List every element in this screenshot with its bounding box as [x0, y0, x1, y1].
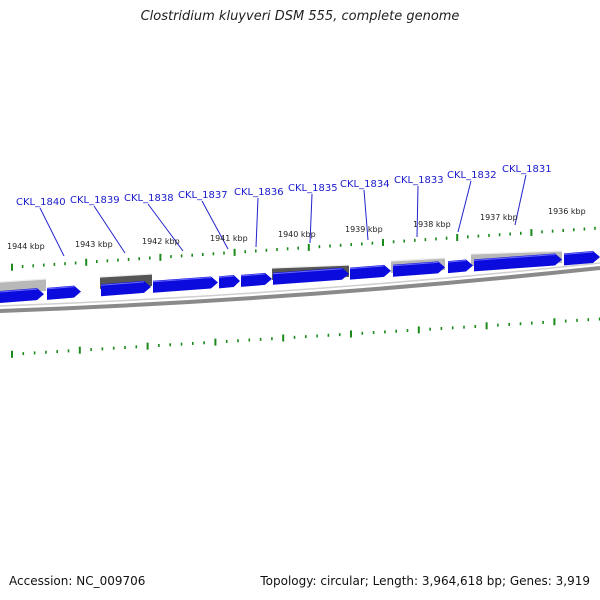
- cds-arrow-highlight: [272, 268, 343, 275]
- gene-label: CKL_1833: [394, 175, 444, 186]
- cds-arrow-highlight: [349, 265, 385, 270]
- leader-line: [201, 200, 229, 250]
- cds-arrow-highlight: [392, 261, 439, 267]
- cds-arrow: [219, 275, 240, 289]
- inner-tick-track: [11, 317, 600, 358]
- leader-line: [416, 185, 419, 238]
- kbp-label: 1943 kbp: [75, 240, 113, 249]
- gene-label: CKL_1838: [124, 193, 174, 204]
- gray-feature-highlight: [271, 264, 350, 269]
- cds-arrow-highlight: [100, 281, 145, 286]
- cds-arrow-highlight: [240, 273, 266, 277]
- map-title: Clostridium kluyveri DSM 555, complete g…: [140, 9, 460, 24]
- kbp-label: 1936 kbp: [548, 207, 586, 216]
- gene-label-group: CKL_1840 CKL_1839 CKL_1838 CKL_1837 CKL_1836…: [16, 164, 552, 208]
- kbp-label: 1941 kbp: [210, 234, 248, 243]
- leader-line: [457, 180, 472, 233]
- cds-arrow-highlight: [563, 251, 594, 255]
- kbp-label: 1937 kbp: [480, 213, 518, 222]
- cds-arrow: [241, 272, 272, 287]
- leader-line: [147, 203, 184, 252]
- gene-label: CKL_1836: [234, 187, 284, 198]
- leader-line: [363, 189, 369, 241]
- cds-arrow: [47, 285, 81, 300]
- outer-tick-track: [11, 226, 596, 271]
- cds-arrow-highlight: [152, 276, 212, 283]
- cds-arrow: [474, 253, 562, 272]
- leader-line: [309, 193, 313, 244]
- gene-label: CKL_1834: [340, 179, 390, 190]
- gray-feature-highlight: [390, 257, 446, 262]
- kbp-label: 1944 kbp: [7, 242, 45, 251]
- cds-arrow: [448, 259, 473, 274]
- gray-feature-highlight: [99, 273, 153, 278]
- label-leader-lines: [39, 174, 527, 257]
- gray-feature-highlight: [0, 278, 47, 283]
- cds-arrow-highlight: [0, 288, 38, 293]
- leader-line: [93, 205, 126, 254]
- kbp-label: 1940 kbp: [278, 230, 316, 239]
- cds-arrow-highlight: [473, 254, 556, 261]
- gene-label: CKL_1839: [70, 195, 120, 206]
- cds-arrow-highlight: [447, 259, 467, 263]
- cds-arrow: [350, 264, 391, 280]
- backbone-highlight: [0, 262, 600, 307]
- kbp-label-group: 1944 kbp 1943 kbp 1942 kbp 1941 kbp 1940 kbp…: [7, 207, 586, 251]
- cds-arrow-highlight: [46, 286, 75, 290]
- accession-text: Accession: NC_009706: [9, 574, 146, 588]
- cds-arrow: [0, 288, 44, 303]
- gene-label: CKL_1831: [502, 164, 552, 175]
- kbp-label: 1942 kbp: [142, 237, 180, 246]
- gene-label: CKL_1835: [288, 183, 338, 194]
- cds-arrow-highlight: [218, 275, 234, 278]
- gene-label: CKL_1840: [16, 197, 66, 208]
- cds-track: [0, 251, 600, 303]
- kbp-label: 1939 kbp: [345, 225, 383, 234]
- gene-label: CKL_1837: [178, 190, 228, 201]
- topology-summary: Topology: circular; Length: 3,964,618 bp…: [260, 574, 590, 588]
- leader-line: [514, 174, 527, 226]
- leader-line: [255, 197, 259, 248]
- cds-arrow: [564, 251, 600, 266]
- gray-feature-highlight: [470, 250, 563, 255]
- gene-label: CKL_1832: [447, 170, 497, 181]
- kbp-label: 1938 kbp: [413, 220, 451, 229]
- backbone-line: [0, 266, 600, 313]
- genome-backbone: [0, 262, 600, 313]
- leader-line: [39, 207, 65, 257]
